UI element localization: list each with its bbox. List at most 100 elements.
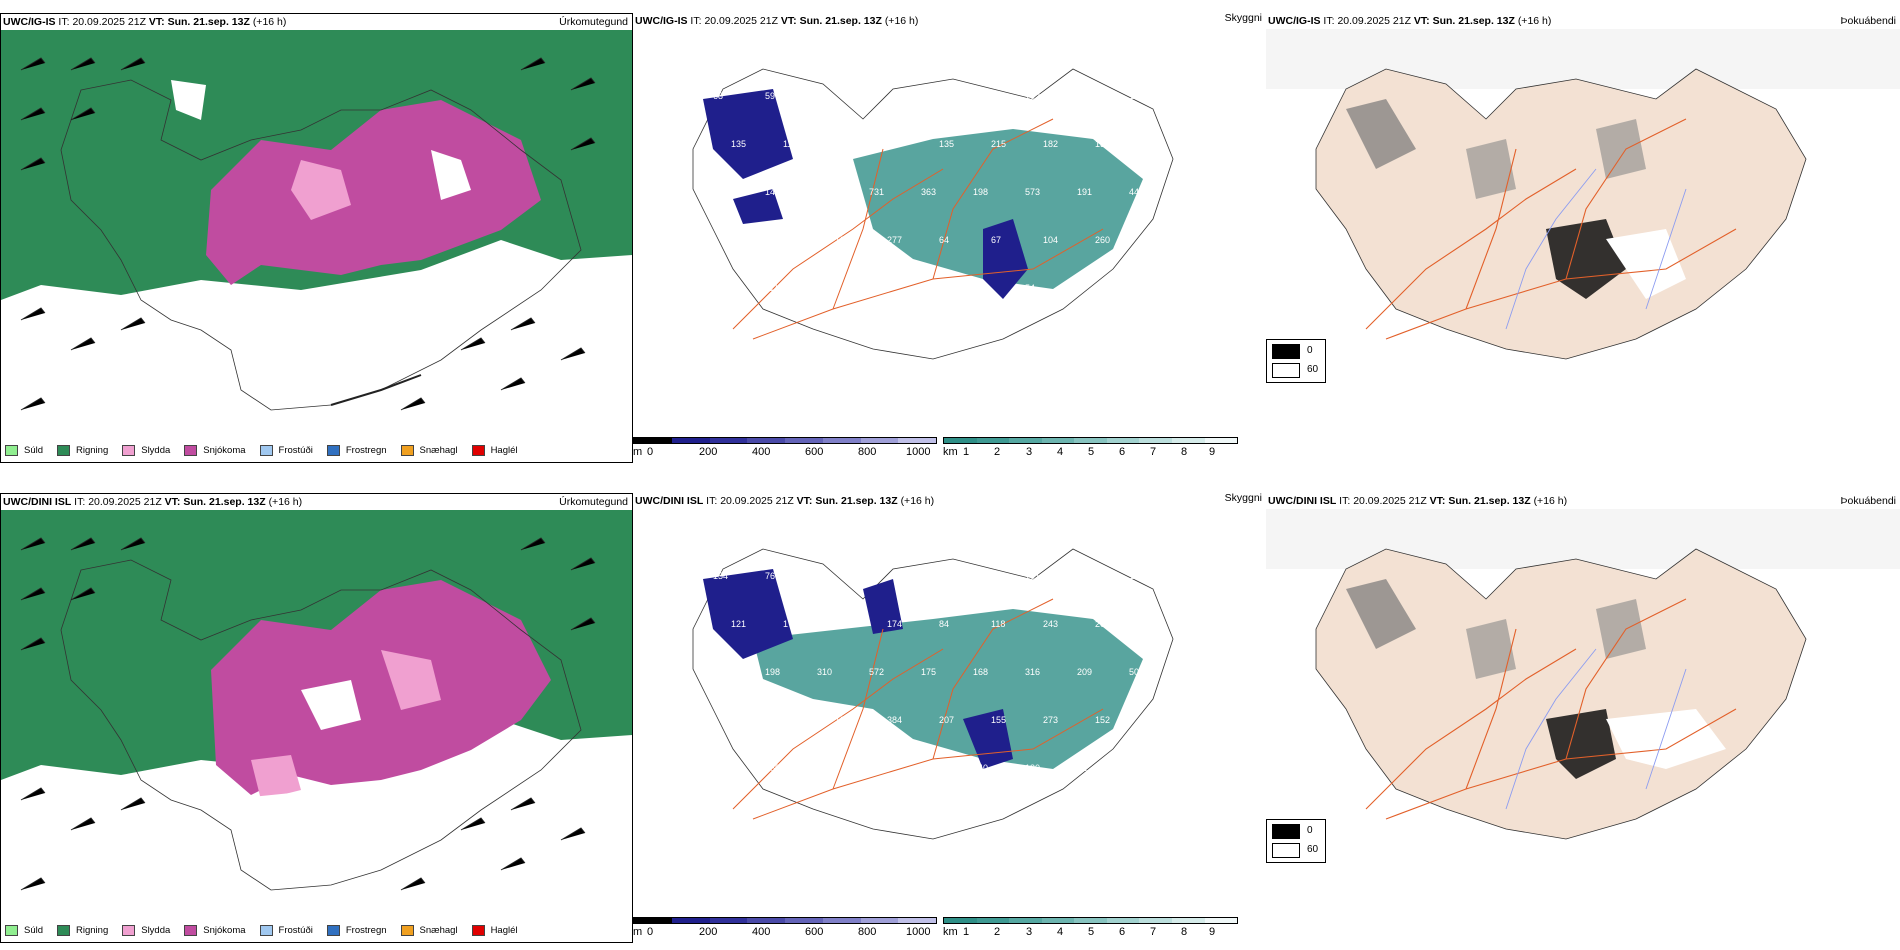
visibility-value: 86 — [817, 283, 827, 293]
legend-item: Rigning — [57, 925, 108, 936]
tick-label: 3 — [1026, 446, 1033, 458]
road-network — [732, 118, 1104, 340]
tick-label: 400 — [752, 926, 771, 938]
visibility-value: 731 — [869, 187, 884, 197]
model-name: UWC/IG-IS — [1268, 15, 1321, 27]
road-network — [732, 598, 1104, 820]
init-time-label: IT: — [690, 15, 702, 27]
tick-label: 0 — [647, 446, 654, 458]
init-time: 20.09.2025 21Z — [704, 15, 778, 27]
legend-item: Súld — [5, 925, 43, 936]
visibility-value: 121 — [731, 619, 746, 629]
legend-label: 0 — [1307, 825, 1313, 836]
legend-item: Frostregn — [326, 445, 387, 456]
river-network — [1505, 168, 1687, 330]
precip-type-map — [1, 30, 632, 430]
init-time: 20.09.2025 21Z — [1353, 495, 1427, 507]
panel-title: Þokuábendi — [1840, 495, 1896, 507]
visibility-value: 46 — [921, 571, 931, 581]
legend-item: Frostúði — [259, 445, 313, 456]
fog-indicator-panel-row2: UWC/DINI ISL IT: 20.09.2025 21Z VT: Sun.… — [1266, 493, 1900, 943]
visibility-value: 940 — [973, 763, 988, 773]
visibility-value: 363 — [921, 187, 936, 197]
legend-item: Snæhagl — [400, 445, 458, 456]
valid-time-label: VT: — [148, 16, 165, 28]
tick-label: 200 — [699, 926, 718, 938]
visibility-value: 135 — [939, 139, 954, 149]
visibility-value: 84 — [939, 619, 949, 629]
tick-label: 2 — [994, 926, 1001, 938]
visibility-value: 50 — [1077, 571, 1087, 581]
valid-time: Sun. 21.sep. 13Z — [799, 15, 882, 27]
visibility-value: 203 — [1095, 619, 1110, 629]
visibility-value: 101 — [1025, 571, 1040, 581]
init-time-label: IT: — [1339, 495, 1351, 507]
fog-indicator-map — [1266, 509, 1900, 909]
visibility-value: 175 — [921, 667, 936, 677]
visibility-value: 102 — [835, 235, 850, 245]
visibility-value: 572 — [869, 667, 884, 677]
panel-header: UWC/IG-IS IT: 20.09.2025 21Z VT: Sun. 21… — [1, 14, 632, 30]
visibility-panel-row2: UWC/DINI ISL IT: 20.09.2025 21Z VT: Sun.… — [633, 493, 1266, 943]
valid-time-label: VT: — [164, 496, 181, 508]
lead-time: (+16 h) — [900, 495, 935, 507]
visibility-value: 102 — [1025, 91, 1040, 101]
visibility-value: 316 — [1025, 667, 1040, 677]
model-name: UWC/DINI ISL — [1268, 495, 1337, 507]
visibility-value: 440 — [1129, 187, 1144, 197]
visibility-value: 207 — [713, 667, 728, 677]
valid-time-label: VT: — [780, 15, 797, 27]
visibility-value: 104 — [1043, 235, 1058, 245]
visibility-value: 62 — [921, 91, 931, 101]
visibility-value: 154 — [713, 571, 728, 581]
visibility-colorbar-km: km 1 2 3 4 5 6 7 8 9 10 — [943, 917, 1243, 943]
visibility-value: 69 — [869, 571, 879, 581]
visibility-value: 191 — [1077, 187, 1092, 197]
panel-header: UWC/DINI ISL IT: 20.09.2025 21Z VT: Sun.… — [1266, 493, 1900, 509]
visibility-value: 384 — [887, 715, 902, 725]
panel-title: Skyggni — [1224, 13, 1262, 24]
visibility-value: 767 — [817, 763, 832, 773]
visibility-value: 182 — [1043, 139, 1058, 149]
visibility-value: 273 — [1043, 715, 1058, 725]
legend-label: 60 — [1307, 364, 1319, 375]
legend-label: 0 — [1307, 345, 1313, 356]
legend-item: Snjókoma — [184, 445, 246, 456]
valid-time-label: VT: — [1429, 495, 1446, 507]
fog-indicator-legend: 0 60 — [1266, 819, 1326, 863]
visibility-value-labels: 154 76 58 69 46 78 101 50 166 121 173 201 174 84 118 24… — [713, 571, 1162, 773]
panel-title: Úrkomutegund — [559, 496, 628, 508]
legend-item: Frostregn — [326, 925, 387, 936]
panel-title: Skyggni — [1224, 493, 1262, 504]
visibility-colorbar-m: m 0 200 400 600 800 1000 — [633, 437, 943, 463]
tick-label: 1 — [963, 926, 970, 938]
init-time: 20.09.2025 21Z — [72, 16, 146, 28]
colorbar-unit-km: km — [943, 926, 958, 938]
init-time-label: IT: — [1323, 15, 1335, 27]
visibility-value: 68 — [713, 91, 723, 101]
visibility-value: 58 — [817, 571, 827, 581]
visibility-value: 303 — [731, 235, 746, 245]
valid-time-label: VT: — [796, 495, 813, 507]
legend-item: Snæhagl — [400, 925, 458, 936]
visibility-value: 215 — [991, 139, 1006, 149]
visibility-value: 44 — [869, 91, 879, 101]
visibility-value: 207 — [939, 715, 954, 725]
lead-time: (+16 h) — [252, 16, 287, 28]
visibility-value: 20 — [835, 139, 845, 149]
visibility-value: 97 — [783, 235, 793, 245]
wind-barbs — [20, 57, 596, 411]
tick-label: 5 — [1088, 446, 1095, 458]
visibility-value: 104 — [887, 139, 902, 149]
legend-item: Slydda — [122, 445, 170, 456]
visibility-value: 62 — [1077, 763, 1087, 773]
visibility-colorbar-m: m 0 200 400 600 800 1000 — [633, 917, 943, 943]
lead-time: (+16 h) — [884, 15, 919, 27]
visibility-value-labels: 68 59 65 44 62 80 102 67 10 135 119 20 104 135 215 182 1… — [713, 91, 1162, 293]
lead-time: (+16 h) — [1533, 495, 1568, 507]
tick-label: 8 — [1181, 446, 1188, 458]
tick-label: 1000 — [906, 926, 931, 938]
visibility-map: 154 76 58 69 46 78 101 50 166 121 173 201 174 84 118 24… — [692, 548, 1174, 840]
valid-time: Sun. 21.sep. 13Z — [1448, 495, 1531, 507]
legend-item: Haglél — [471, 445, 518, 456]
